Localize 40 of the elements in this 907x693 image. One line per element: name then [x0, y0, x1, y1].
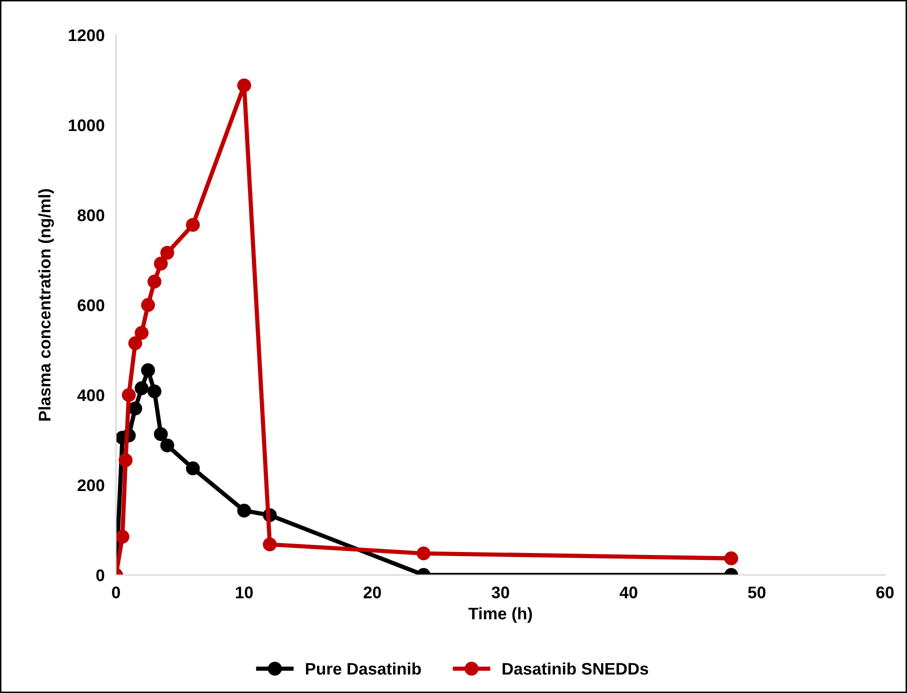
point: [724, 551, 738, 566]
point: [118, 453, 133, 468]
y-tick-label: 800: [78, 209, 104, 222]
x-tick-label: 50: [748, 586, 766, 598]
y-tick-label: 1200: [68, 29, 104, 42]
y-tick-label: 0: [96, 569, 104, 582]
point: [122, 388, 136, 402]
x-tick-label: 10: [236, 586, 253, 598]
point: [134, 381, 149, 396]
y-tick-label: 600: [78, 299, 104, 312]
point: [154, 256, 168, 271]
point: [186, 461, 200, 476]
point: [262, 537, 277, 552]
x-tick-label: 0: [112, 586, 120, 598]
point: [116, 530, 130, 544]
point: [186, 218, 200, 232]
point: [416, 546, 431, 560]
y-axis-title: Plasma concentration (ng/ml): [38, 189, 54, 421]
point: [128, 402, 142, 416]
point: [141, 363, 155, 378]
x-axis-title: Time (h): [468, 607, 532, 623]
point: [160, 438, 174, 452]
point: [134, 326, 149, 340]
x-tick-label: 30: [492, 586, 510, 598]
point: [154, 427, 168, 442]
point: [148, 274, 162, 289]
point: [141, 298, 155, 312]
point: [237, 504, 252, 518]
legend-label: Pure Dasatinib: [306, 662, 421, 675]
legend-label: Dasatinib SNEDDs: [502, 662, 648, 675]
x-tick-label: 40: [620, 586, 638, 598]
y-tick-label: 400: [77, 389, 104, 402]
y-tick-label: 1000: [68, 119, 104, 132]
point: [237, 78, 252, 92]
x-tick-label: 60: [876, 586, 894, 598]
x-tick-label: 20: [364, 586, 381, 598]
point: [148, 384, 162, 398]
point: [160, 246, 174, 260]
y-tick-label: 200: [78, 479, 104, 492]
point: [128, 336, 142, 350]
